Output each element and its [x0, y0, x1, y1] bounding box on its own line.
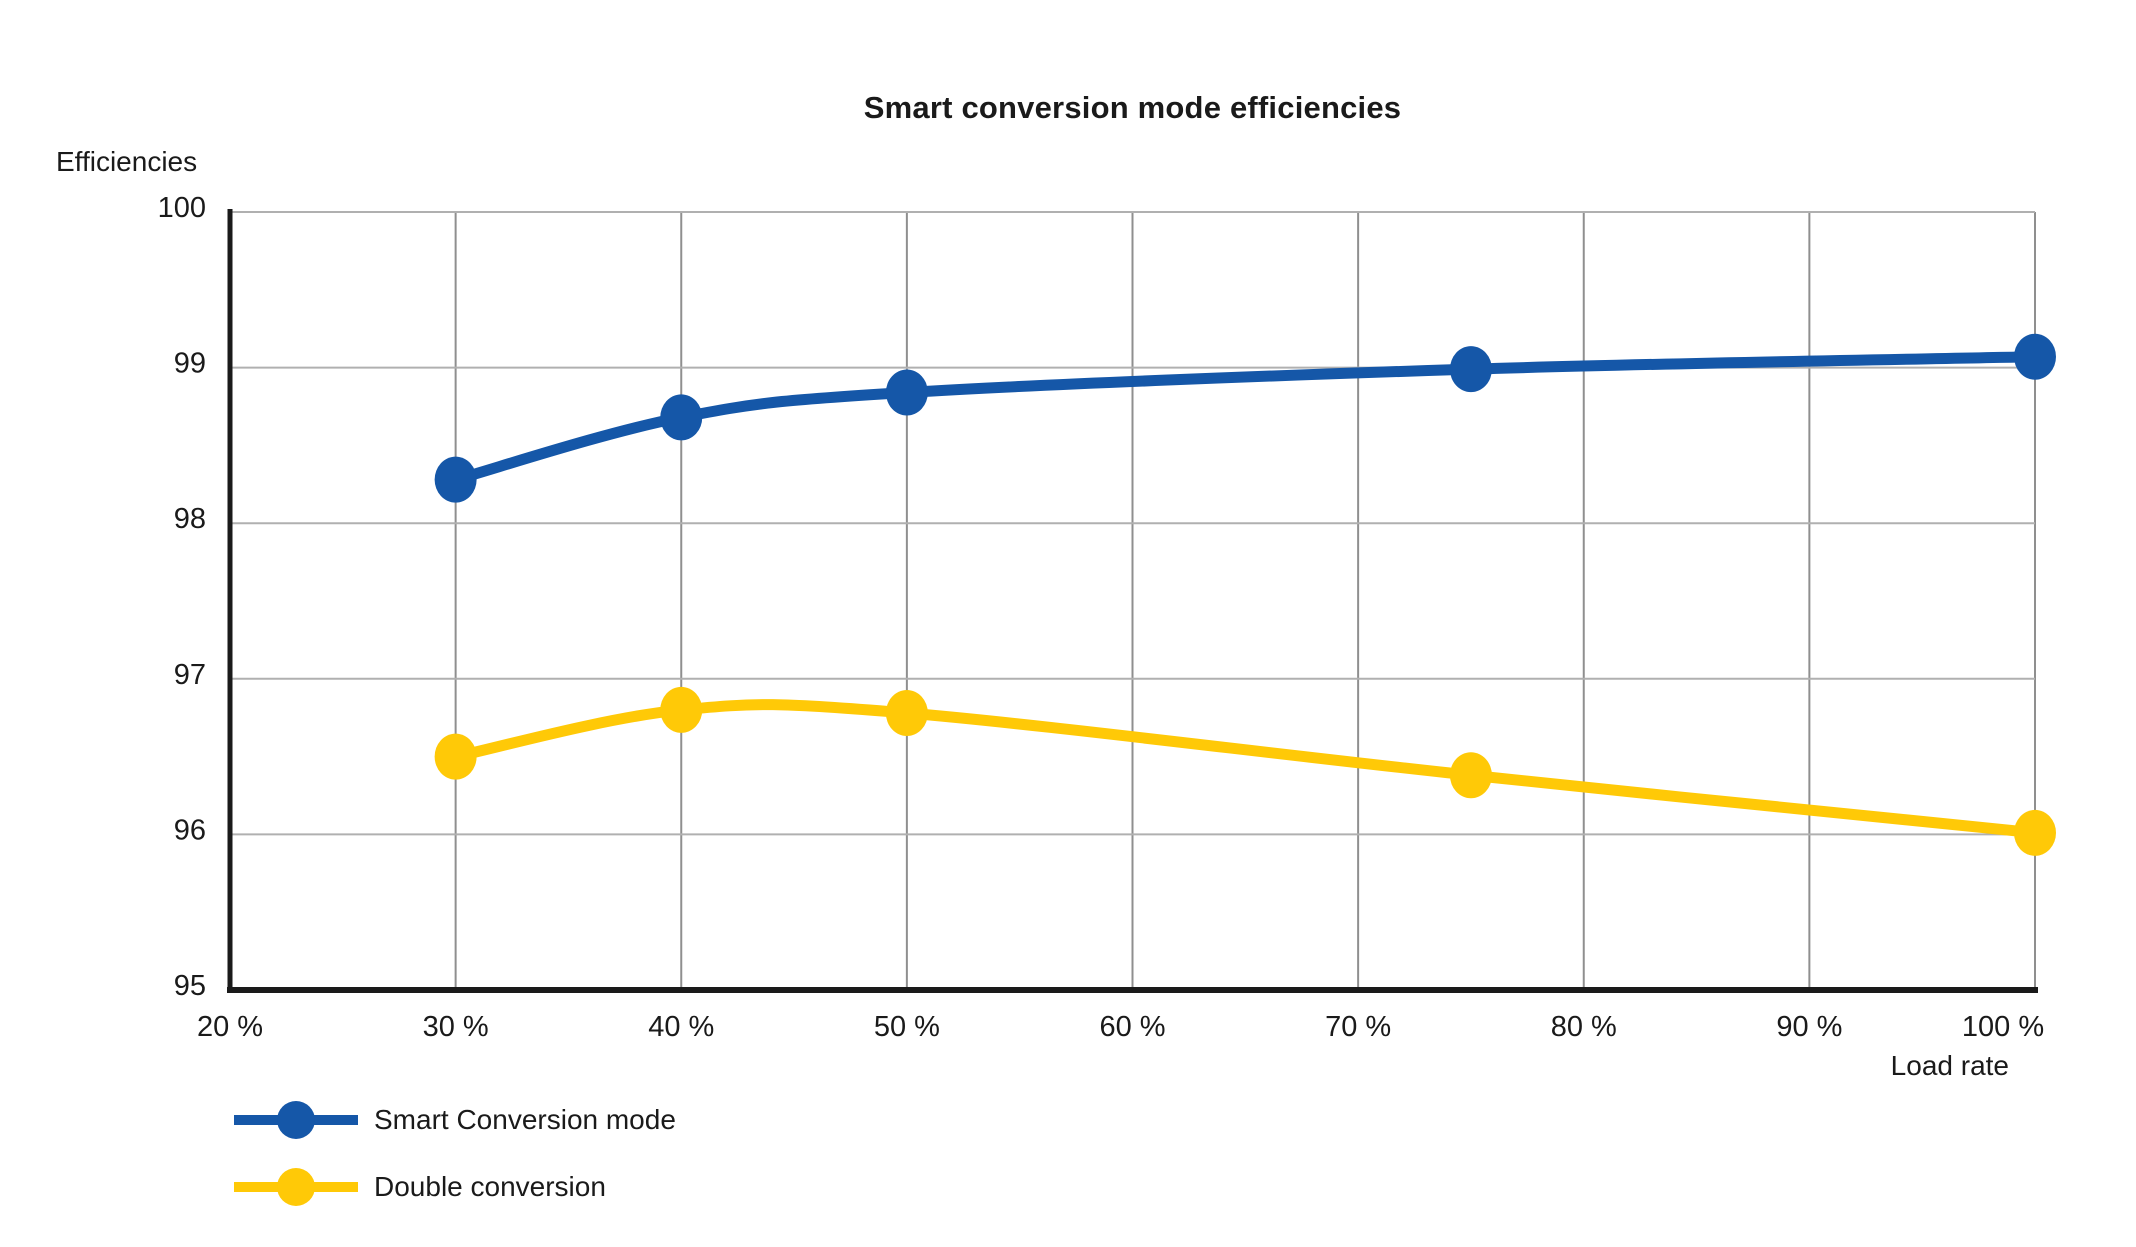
- data-point-marker: [1449, 752, 1492, 799]
- series-line-double-conversion: [450, 699, 2041, 839]
- line-marker-icon: [234, 1168, 358, 1206]
- x-tick-label: 80 %: [1551, 1011, 1617, 1043]
- y-tick-label: 96: [174, 814, 206, 846]
- data-point-marker: [660, 686, 703, 733]
- legend-dot: [277, 1101, 315, 1139]
- line-marker-icon: [234, 1101, 358, 1139]
- data-point-marker: [434, 456, 477, 503]
- legend-dot: [277, 1168, 315, 1206]
- x-axis-title: Load rate: [1890, 1050, 2009, 1081]
- x-tick-label: 30 %: [423, 1011, 489, 1043]
- x-tick-label: 50 %: [874, 1011, 940, 1043]
- x-tick-label: 20 %: [197, 1011, 263, 1043]
- series-line-smart-conversion: [450, 351, 2041, 486]
- data-point-marker: [2014, 809, 2056, 856]
- data-point-marker: [885, 369, 928, 416]
- data-point-marker: [885, 690, 928, 737]
- y-tick-label: 95: [174, 970, 206, 1002]
- chart-title: Smart conversion mode efficiencies: [863, 90, 1402, 125]
- legend-label: Smart Conversion mode: [374, 1104, 676, 1135]
- legend-label: Double conversion: [374, 1171, 606, 1202]
- y-tick-label: 97: [174, 659, 206, 691]
- legend-item-double-conversion: Double conversion: [232, 1163, 676, 1211]
- legend-item-smart-conversion: Smart Conversion mode: [232, 1096, 676, 1144]
- chart-legend: Smart Conversion mode Double conversion: [232, 1096, 676, 1211]
- data-point-marker: [660, 394, 703, 441]
- y-axis-title: Efficiencies: [56, 146, 198, 177]
- data-point-marker: [434, 733, 477, 780]
- x-tick-label: 70 %: [1325, 1011, 1391, 1043]
- x-tick-label: 40 %: [648, 1011, 714, 1043]
- x-tick-label: 60 %: [1099, 1011, 1165, 1043]
- y-tick-label: 100: [158, 192, 206, 224]
- y-tick-label: 99: [174, 348, 206, 380]
- data-point-marker: [1449, 346, 1492, 393]
- data-point-marker: [2014, 333, 2056, 380]
- x-tick-label: 90 %: [1776, 1011, 1842, 1043]
- y-tick-label: 98: [174, 503, 206, 535]
- x-tick-label: 100 %: [1962, 1011, 2044, 1043]
